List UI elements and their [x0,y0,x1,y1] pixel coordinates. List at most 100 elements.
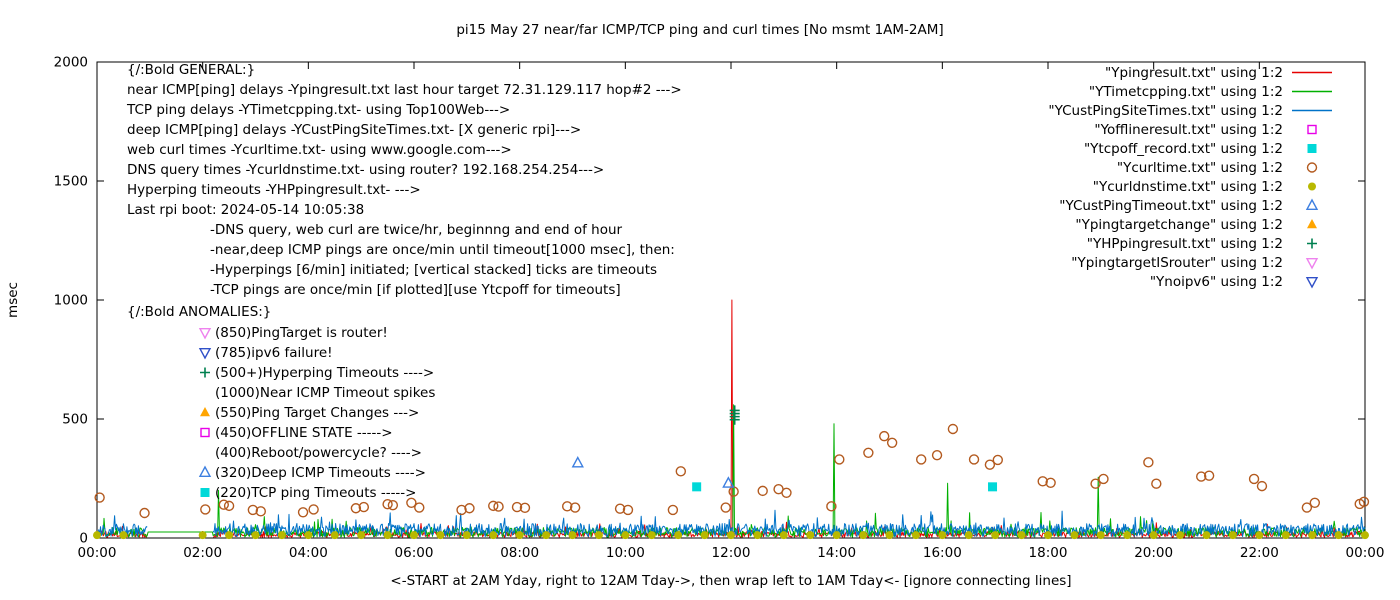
annotation-line: -Hyperpings [6/min] initiated; [vertical… [210,262,657,278]
legend-entry: "Ypingresult.txt" using 1:2 [1105,65,1332,81]
tri-down-open-icon [198,328,212,340]
dns-marker [779,531,788,540]
dns-marker [1255,531,1264,540]
legend-entry: "YpingtargetISrouter" using 1:2 [1071,255,1319,271]
anomaly-text: (450)OFFLINE STATE -----> [215,425,393,441]
curl-marker [1090,478,1101,489]
annotation-line: Last rpi boot: 2024-05-14 10:05:38 [127,202,364,218]
curl-marker [308,504,319,515]
legend-entry: "YHPpingresult.txt" using 1:2 [1087,236,1317,252]
anomaly-line: (850)PingTarget is router! [198,325,388,341]
legend-label: "YpingtargetISrouter" using 1:2 [1071,255,1283,271]
annotation-line: near ICMP[ping] delays -Ypingresult.txt … [127,82,682,98]
anomaly-line: (450)OFFLINE STATE -----> [200,425,393,441]
plus-icon [200,367,210,378]
legend-label: "Ypingtargetchange" using 1:2 [1075,217,1283,233]
anomaly-line: (400)Reboot/powercycle? ----> [215,445,422,461]
curl-marker [1301,502,1313,513]
dns-marker [251,531,260,540]
curl-marker [720,502,731,513]
dns-marker [225,531,234,540]
dns-marker [542,531,551,540]
dns-marker [515,531,524,540]
series-hyperping [729,405,740,425]
dns-marker [674,531,683,540]
series-tcp_timeout [692,482,998,492]
legend-label: "YCustPingTimeout.txt" using 1:2 [1059,198,1283,214]
tri-up-filled-icon [200,407,210,417]
annotation-line: web curl times -Ycurltime.txt- using www… [127,142,512,158]
curl-marker [947,423,959,435]
curl-marker [414,502,425,513]
anomaly-text: (320)Deep ICMP Timeouts ----> [215,465,426,481]
curl-marker [406,497,417,508]
dns-marker [1281,531,1290,540]
annotation-line: deep ICMP[ping] delays -YCustPingSiteTim… [127,122,581,138]
x-tick-label: 20:00 [1134,545,1173,561]
annotation-line: DNS query times -Ycurldnstime.txt- using… [127,162,604,178]
anomaly-line: (320)Deep ICMP Timeouts ----> [198,465,426,481]
curl-marker [382,499,393,510]
dns-marker [93,531,101,540]
curl-marker [1309,497,1321,508]
dns-marker [647,531,656,540]
curl-marker [1037,476,1048,487]
anomaly-text: (400)Reboot/powercycle? ----> [215,445,422,461]
dns-marker [991,531,1000,540]
curl-marker [1203,470,1215,481]
dns-marker [304,531,313,540]
legend-sample-marker [1306,162,1318,173]
legend-label: "YCustPingSiteTimes.txt" using 1:2 [1048,103,1283,119]
annotation-line: Hyperping timeouts -YHPpingresult.txt- -… [127,182,421,198]
dns-marker [885,531,894,540]
anomaly-line: (785)ipv6 failure! [198,345,333,361]
curl-marker [1098,473,1109,485]
series-curl [94,423,1370,519]
legend-entry: "YTimetcpping.txt" using 1:2 [1089,84,1332,100]
curl-marker [488,500,499,512]
curl-marker [879,430,890,442]
anomaly-text: (550)Ping Target Changes ---> [215,405,419,421]
legend-entry: "Ypingtargetchange" using 1:2 [1075,217,1317,233]
legend-sample-marker [1307,219,1317,229]
curl-marker [358,501,370,513]
legend-sample-marker [1305,258,1319,270]
legend-sample-marker [1307,238,1317,249]
dns-marker [594,531,603,540]
anomaly-text: (1000)Near ICMP Timeout spikes [215,385,435,401]
dns-marker [1334,531,1343,540]
x-tick-label: 02:00 [183,545,222,561]
curl-marker [519,502,531,513]
y-axis-label: msec [5,282,21,318]
curl-marker [1196,471,1207,482]
curl-marker [1151,478,1162,489]
y-tick-label: 0 [79,531,88,547]
dns-marker [462,531,471,540]
curl-marker [223,500,235,512]
anomaly-line: (550)Ping Target Changes ---> [200,405,419,421]
curl-marker [387,499,399,511]
legend-sample-marker [1305,277,1319,289]
square-filled-icon [200,488,210,497]
curl-marker [1143,457,1154,468]
annotation-line: TCP ping delays -YTimetcpping.txt- using… [126,102,510,118]
curl-marker [218,499,230,510]
dns-marker [1361,531,1369,540]
annotation-line: -TCP pings are once/min [if plotted][use… [210,282,621,298]
dns-marker [1070,531,1079,540]
tcp_timeout-marker [692,482,702,492]
curl-marker [834,454,845,465]
anomaly-text: (850)PingTarget is router! [215,325,388,341]
legend-label: "Yofflineresult.txt" using 1:2 [1094,122,1283,138]
anomaly-line: (1000)Near ICMP Timeout spikes [215,385,435,401]
dns-marker [727,531,735,540]
dns-marker [1228,531,1237,540]
curl-marker [569,502,581,513]
dns-marker [410,531,418,540]
legend-sample-marker [1307,124,1317,135]
curl-marker [1045,477,1056,488]
dns-marker [1308,531,1317,540]
curl-marker [614,503,626,514]
y-tick-label: 2000 [54,55,88,71]
